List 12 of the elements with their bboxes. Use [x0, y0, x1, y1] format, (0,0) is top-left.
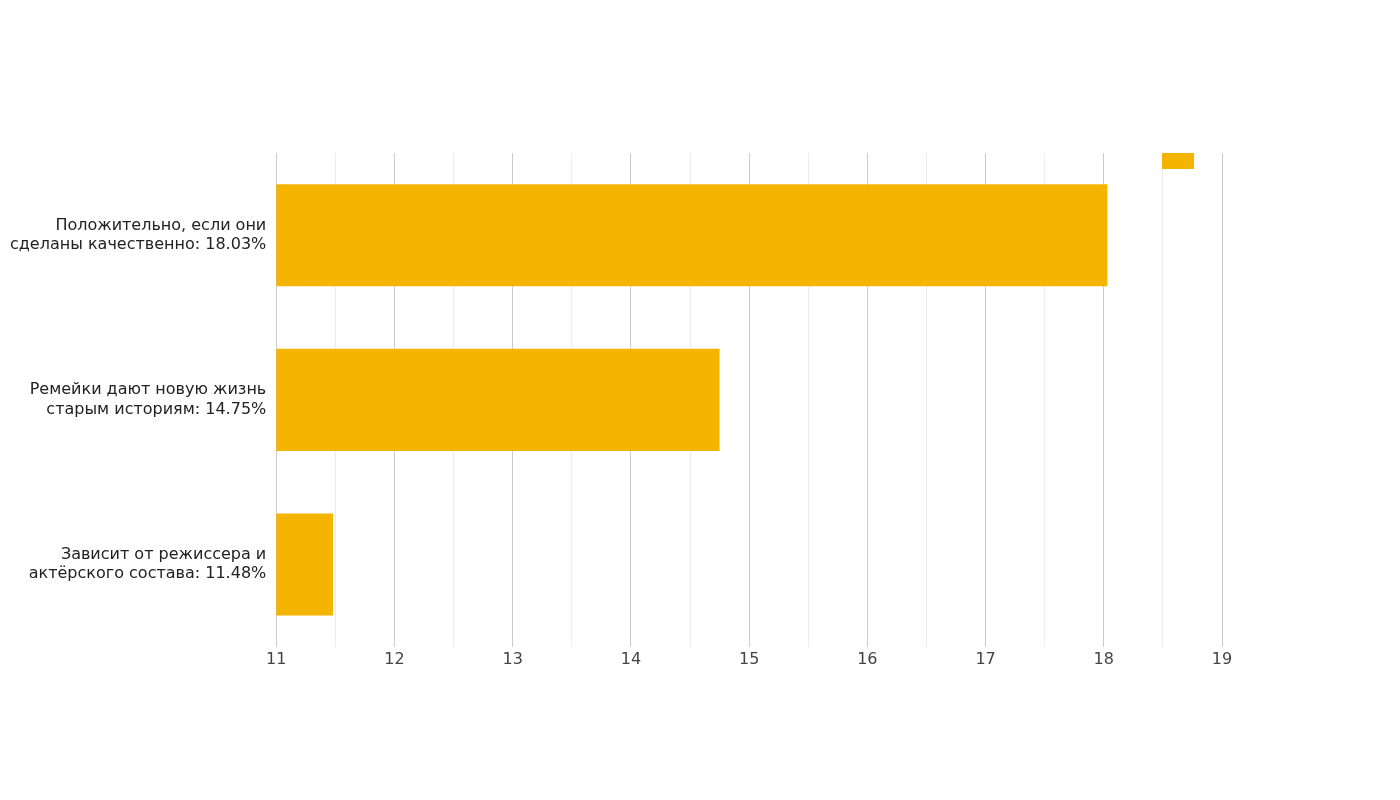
x-tick-label: 12 [384, 648, 405, 668]
x-tick-label: 17 [975, 648, 996, 668]
y-tick-label: Ремейки дают новую жизнь старым историям: 14.75% [29, 379, 267, 418]
x-tick-label: 11 [266, 648, 287, 668]
y-tick-label: Зависит от режиссера и актёрского состава: 11.48% [28, 544, 267, 583]
x-tick-label: 16 [857, 648, 878, 668]
x-tick-label: 15 [738, 648, 760, 668]
y-tick-label: Положительно, если они сделаны качественно: 18.03% [10, 214, 267, 254]
x-tick-label: 13 [502, 648, 523, 668]
x-tick-label: 19 [1211, 648, 1233, 668]
x-tick-label: 14 [620, 648, 642, 668]
x-tick-label: 18 [1093, 648, 1114, 668]
